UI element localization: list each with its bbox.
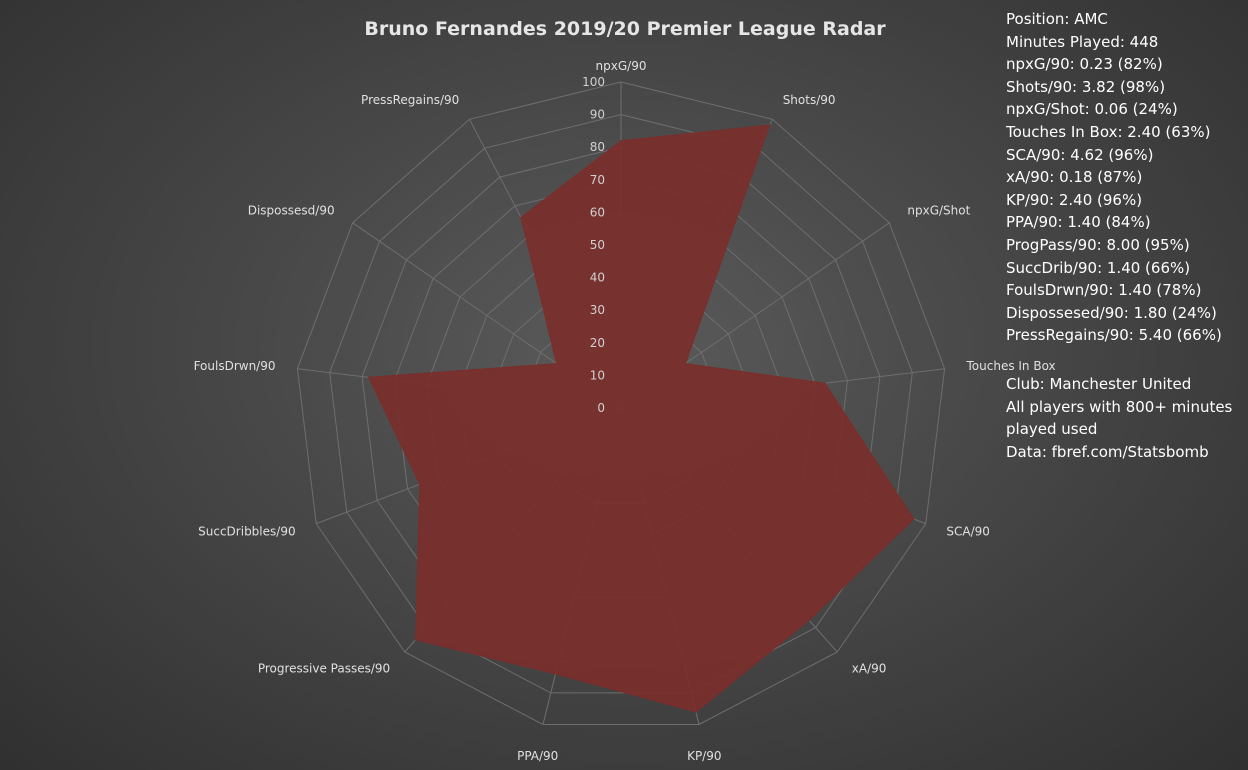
data-point (768, 124, 771, 126)
data-point (808, 619, 810, 622)
radar-series-layer (367, 124, 915, 713)
axis-label: Shots/90 (783, 93, 836, 107)
stat-line: PressRegains/90: 5.40 (66%) (1006, 326, 1222, 345)
stat-line: PPA/90: 1.40 (84%) (1006, 213, 1151, 232)
tick-label: 70 (590, 173, 605, 187)
stats-lines: Position: AMC Minutes Played: 448 npxG/90:… (1006, 8, 1246, 347)
data-point (620, 139, 622, 142)
tick-label: 20 (590, 336, 605, 350)
data-point (367, 376, 370, 379)
tick-label: 50 (590, 238, 605, 252)
tick-label: 40 (590, 271, 605, 285)
tick-label: 80 (590, 140, 605, 154)
axis-label: Dispossesd/90 (248, 203, 335, 217)
grid-ring (296, 81, 946, 725)
tick-label: 60 (590, 205, 605, 219)
stat-line: KP/90: 2.40 (96%) (1006, 190, 1143, 209)
tick-label: 10 (590, 368, 605, 382)
axis-label: Progressive Passes/90 (258, 662, 390, 676)
stat-line: SCA/90: 4.62 (96%) (1006, 145, 1154, 164)
tick-label: 100 (582, 75, 605, 89)
tick-label: 90 (590, 108, 605, 122)
series-area (367, 124, 915, 713)
club-text: Club: Manchester United (1006, 374, 1192, 393)
axis-label: PPA/90 (517, 749, 558, 763)
spacer (1006, 347, 1246, 373)
stat-line: npxG/90: 0.23 (82%) (1006, 55, 1163, 74)
axis-label: Touches In Box (966, 359, 1056, 373)
tick-label: 30 (590, 303, 605, 317)
stat-line: Dispossesed/90: 1.80 (24%) (1006, 303, 1217, 322)
stats-panel: Position: AMC Minutes Played: 448 npxG/90:… (1006, 8, 1246, 463)
axis-label: npxG/Shot (907, 203, 970, 217)
data-point (520, 216, 522, 219)
stat-line: Touches In Box: 2.40 (63%) (1006, 122, 1211, 141)
data-source: Data: fbref.com/Statsbomb (1006, 442, 1209, 461)
tick-label: 0 (597, 401, 605, 415)
axis-label: SCA/90 (946, 524, 990, 538)
stat-line: FoulsDrwn/90: 1.40 (78%) (1006, 281, 1202, 300)
data-point (554, 673, 557, 675)
grid-ring (329, 114, 913, 694)
stat-line: xA/90: 0.18 (87%) (1006, 168, 1143, 187)
data-point (414, 639, 417, 641)
axis-label: xA/90 (852, 662, 887, 676)
stat-line: Minutes Played: 448 (1006, 32, 1159, 51)
axis-label: FoulsDrwn/90 (194, 359, 276, 373)
data-point (824, 382, 826, 385)
axis-label: PressRegains/90 (361, 93, 459, 107)
axis-label: SuccDribbles/90 (198, 524, 295, 538)
axis-labels: npxG/90 Shots/90 npxG/Shot Touches In Box SC… (194, 59, 1056, 763)
chart-title: Bruno Fernandes 2019/20 Premier League R… (364, 18, 886, 40)
stat-line: Position: AMC (1006, 10, 1108, 28)
stat-line: Shots/90: 3.82 (98%) (1006, 77, 1166, 96)
axis-label: npxG/90 (596, 59, 647, 73)
data-point (684, 362, 687, 365)
stat-line: ProgPass/90: 8.00 (95%) (1006, 235, 1190, 254)
data-point (555, 362, 558, 365)
stat-line: npxG/Shot: 0.06 (24%) (1006, 100, 1178, 119)
sample-note: All players with 800+ minutes played use… (1006, 397, 1233, 439)
axis-label: KP/90 (687, 749, 721, 763)
radial-tick-labels: 0 10 20 30 40 50 60 70 80 90 100 (582, 75, 605, 415)
data-point (912, 518, 915, 520)
data-point (419, 483, 421, 486)
stat-line: SuccDrib/90: 1.40 (66%) (1006, 258, 1191, 277)
data-point (695, 711, 697, 713)
